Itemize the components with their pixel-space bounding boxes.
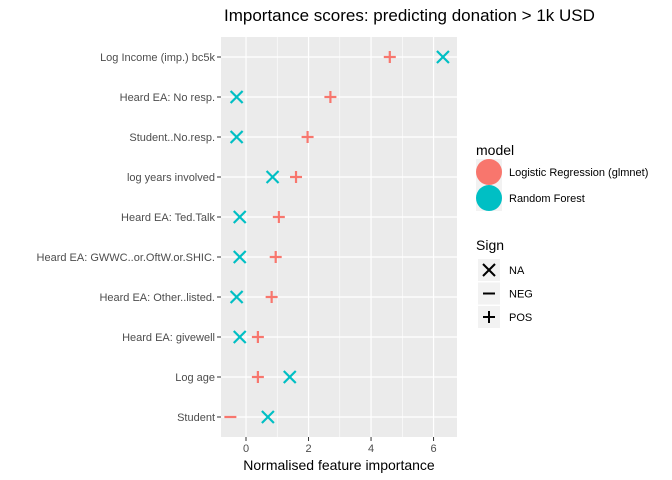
y-tick-label: Heard EA: Other..listed. xyxy=(99,292,215,304)
data-point xyxy=(265,291,278,303)
data-points xyxy=(224,50,450,424)
legend: model Sign Logistic Regression (glmnet) R… xyxy=(476,142,648,328)
legend-sign-title: Sign xyxy=(476,237,504,253)
y-tick-label: Log Income (imp.) bc5k xyxy=(100,52,215,64)
data-point xyxy=(229,130,244,144)
data-point xyxy=(383,51,396,63)
x-tick-label: 4 xyxy=(368,443,374,455)
y-tick-label: Student xyxy=(177,412,215,424)
y-axis: Log Income (imp.) bc5k Heard EA: No resp.… xyxy=(37,52,221,424)
legend-model-swatch xyxy=(476,159,502,185)
data-point xyxy=(261,410,275,424)
data-point xyxy=(232,210,247,224)
y-tick-label: log years involved xyxy=(127,172,215,184)
legend-model-title: model xyxy=(476,142,514,158)
legend-sign-label: NEG xyxy=(509,289,533,301)
y-tick-label: Heard EA: Ted.Talk xyxy=(121,212,215,224)
y-tick-label: Heard EA: givewell xyxy=(122,332,215,344)
data-point xyxy=(269,251,282,263)
x-tick-label: 0 xyxy=(243,443,249,455)
data-point xyxy=(251,331,264,343)
x-tick-label: 6 xyxy=(430,443,436,455)
data-point xyxy=(232,250,247,264)
data-point xyxy=(272,211,285,223)
data-point xyxy=(229,90,244,104)
legend-sign-label: NA xyxy=(509,265,525,277)
data-point xyxy=(301,131,314,143)
data-point xyxy=(290,171,303,183)
grid-lines xyxy=(221,37,457,437)
y-tick-label: Student..No.resp. xyxy=(129,132,215,144)
x-axis: 0 2 4 6 xyxy=(243,437,437,455)
data-point xyxy=(265,170,280,184)
data-point xyxy=(251,371,264,383)
y-tick-label: Heard EA: GWWC..or.OftW.or.SHIC. xyxy=(37,252,215,264)
data-point xyxy=(282,370,297,384)
legend-model-label: Random Forest xyxy=(509,193,585,205)
data-point xyxy=(229,290,244,304)
plot-panel xyxy=(221,37,457,437)
x-axis-title: Normalised feature importance xyxy=(243,457,435,473)
y-tick-label: Log age xyxy=(175,372,215,384)
legend-sign-label: POS xyxy=(509,312,532,324)
data-point xyxy=(324,91,337,103)
legend-sign-symbol xyxy=(483,311,495,323)
x-tick-label: 2 xyxy=(305,443,311,455)
legend-sign-symbol xyxy=(482,263,496,277)
y-tick-label: Heard EA: No resp. xyxy=(120,92,215,104)
chart-title: Importance scores: predicting donation >… xyxy=(224,6,595,25)
legend-model-swatch xyxy=(476,185,502,211)
data-point xyxy=(232,330,247,344)
data-point xyxy=(436,50,450,64)
legend-model-label: Logistic Regression (glmnet) xyxy=(509,167,648,179)
